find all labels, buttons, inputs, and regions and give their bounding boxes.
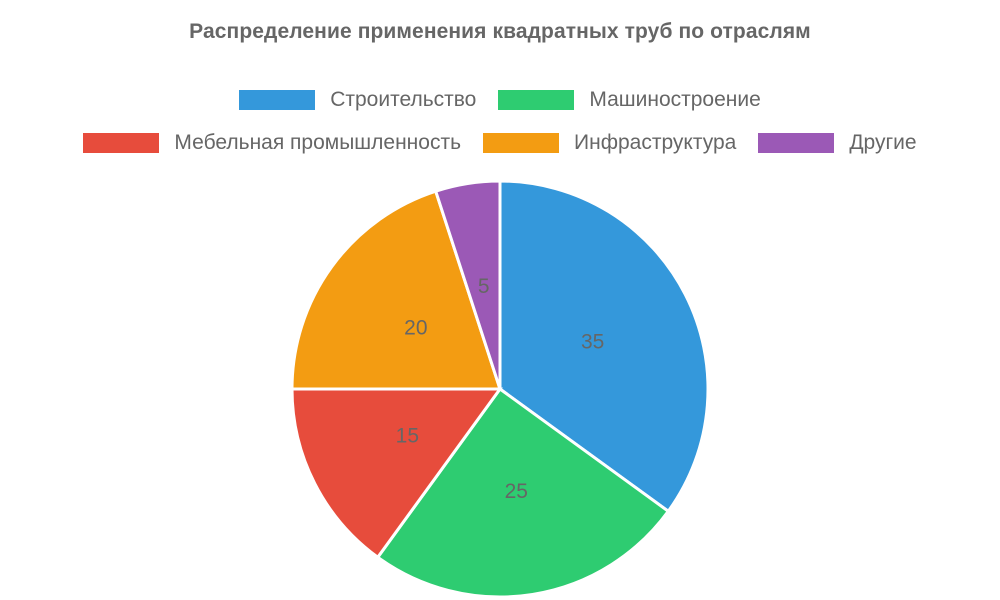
slice-value-label-4: 5 [478, 275, 490, 298]
slice-value-label-0: 35 [581, 330, 604, 353]
legend-swatch-3 [483, 133, 560, 153]
legend-item-4[interactable]: Другие [758, 131, 917, 155]
legend-item-0[interactable]: Строительство [239, 88, 476, 112]
legend-swatch-0 [239, 90, 316, 110]
legend-label-0: Строительство [330, 88, 477, 111]
legend-row-1: Строительство Машиностроение [0, 88, 1000, 112]
slice-value-label-1: 25 [505, 480, 528, 503]
pie-slice-3[interactable] [290, 189, 503, 391]
legend-label-2: Мебельная промышленность [174, 131, 462, 154]
legend-swatch-1 [498, 90, 575, 110]
chart-title: Распределение применения квадратных труб… [189, 20, 811, 43]
pie-slice-4[interactable] [433, 179, 502, 390]
pie-slice-1[interactable] [375, 386, 671, 599]
pie-slice-0[interactable] [498, 179, 710, 514]
legend-item-2[interactable]: Мебельная промышленность [83, 131, 461, 155]
legend-item-3[interactable]: Инфраструктура [483, 131, 736, 155]
legend-swatch-4 [758, 133, 835, 153]
legend-item-1[interactable]: Машиностроение [498, 88, 761, 112]
legend-label-3: Инфраструктура [574, 131, 737, 154]
pie-slice-2[interactable] [290, 387, 503, 560]
legend-label-1: Машиностроение [589, 88, 761, 111]
legend-label-4: Другие [849, 131, 917, 154]
slice-value-label-3: 20 [404, 316, 427, 339]
legend-row-2: Мебельная промышленность Инфраструктура … [0, 131, 1000, 155]
slice-value-label-2: 15 [396, 425, 419, 448]
legend-swatch-2 [83, 133, 160, 153]
